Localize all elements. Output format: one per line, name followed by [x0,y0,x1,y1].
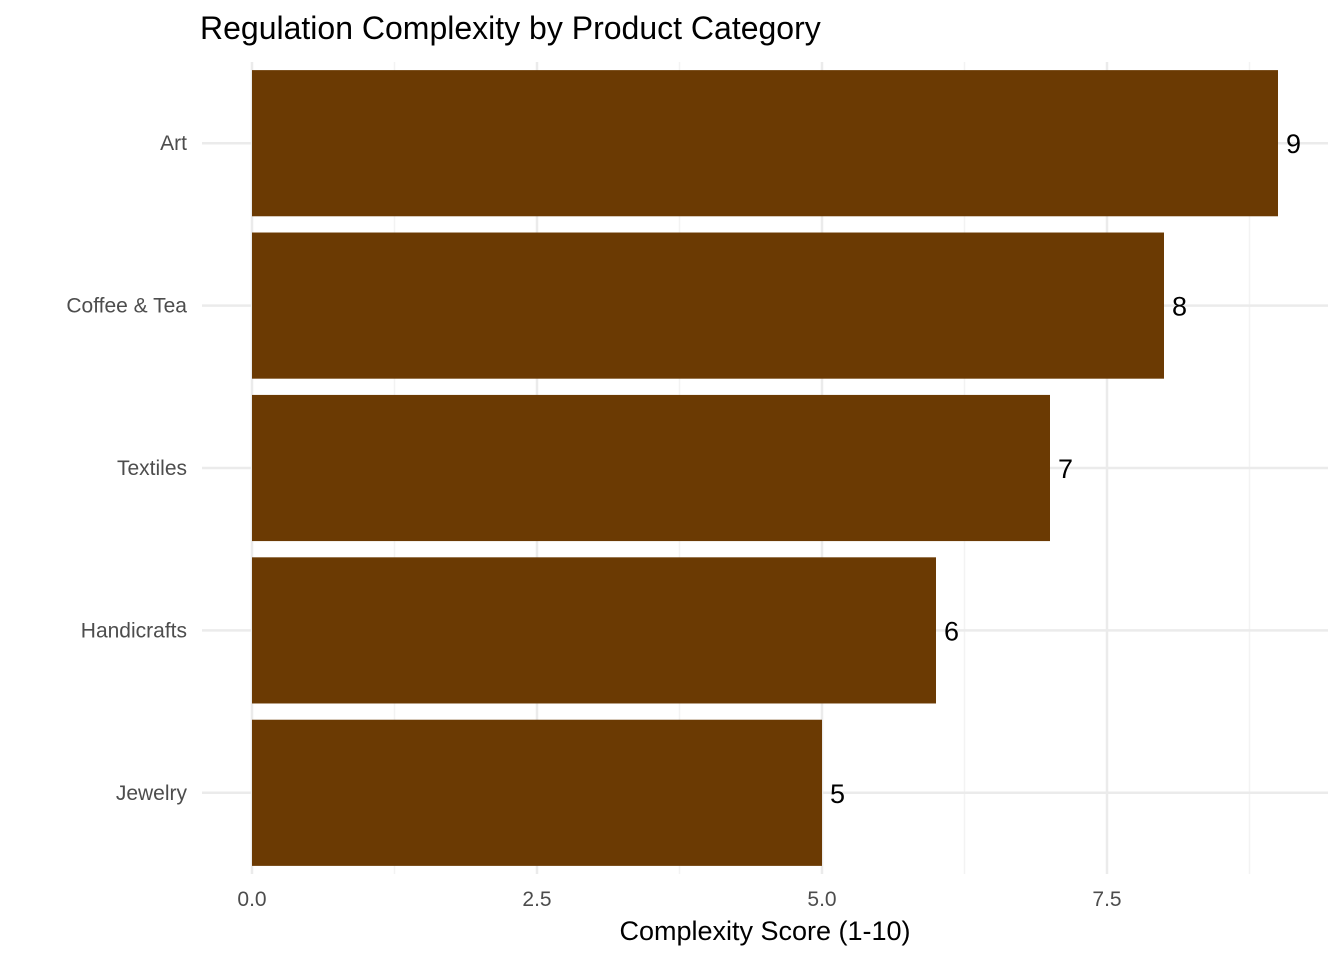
y-tick-label: Textiles [117,457,187,480]
data-label: 9 [1286,129,1301,159]
data-label: 7 [1058,454,1073,484]
x-tick-label: 7.5 [1092,888,1121,911]
data-labels: 9 8 7 6 5 [830,129,1301,809]
y-tick-label: Jewelry [116,782,188,805]
bars [252,70,1278,866]
x-tick-label: 2.5 [522,888,551,911]
x-tick-label: 0.0 [237,888,266,911]
bar [252,719,822,866]
data-label: 8 [1172,292,1187,322]
y-tick-label: Art [160,132,187,155]
bar [252,557,936,704]
x-tick-label: 5.0 [807,888,836,911]
bar [252,394,1050,542]
data-label: 5 [830,779,845,809]
x-axis-ticks: 0.0 2.5 5.0 7.5 [237,888,1121,911]
y-tick-label: Handicrafts [81,619,187,642]
bar [252,70,1278,217]
data-label: 6 [944,616,959,646]
bar [252,232,1164,379]
chart-title: Regulation Complexity by Product Categor… [200,10,821,46]
x-axis-title: Complexity Score (1-10) [619,916,910,946]
y-axis-ticks: Art Coffee & Tea Textiles Handicrafts Jewelr… [66,132,187,805]
y-tick-label: Coffee & Tea [66,295,187,318]
